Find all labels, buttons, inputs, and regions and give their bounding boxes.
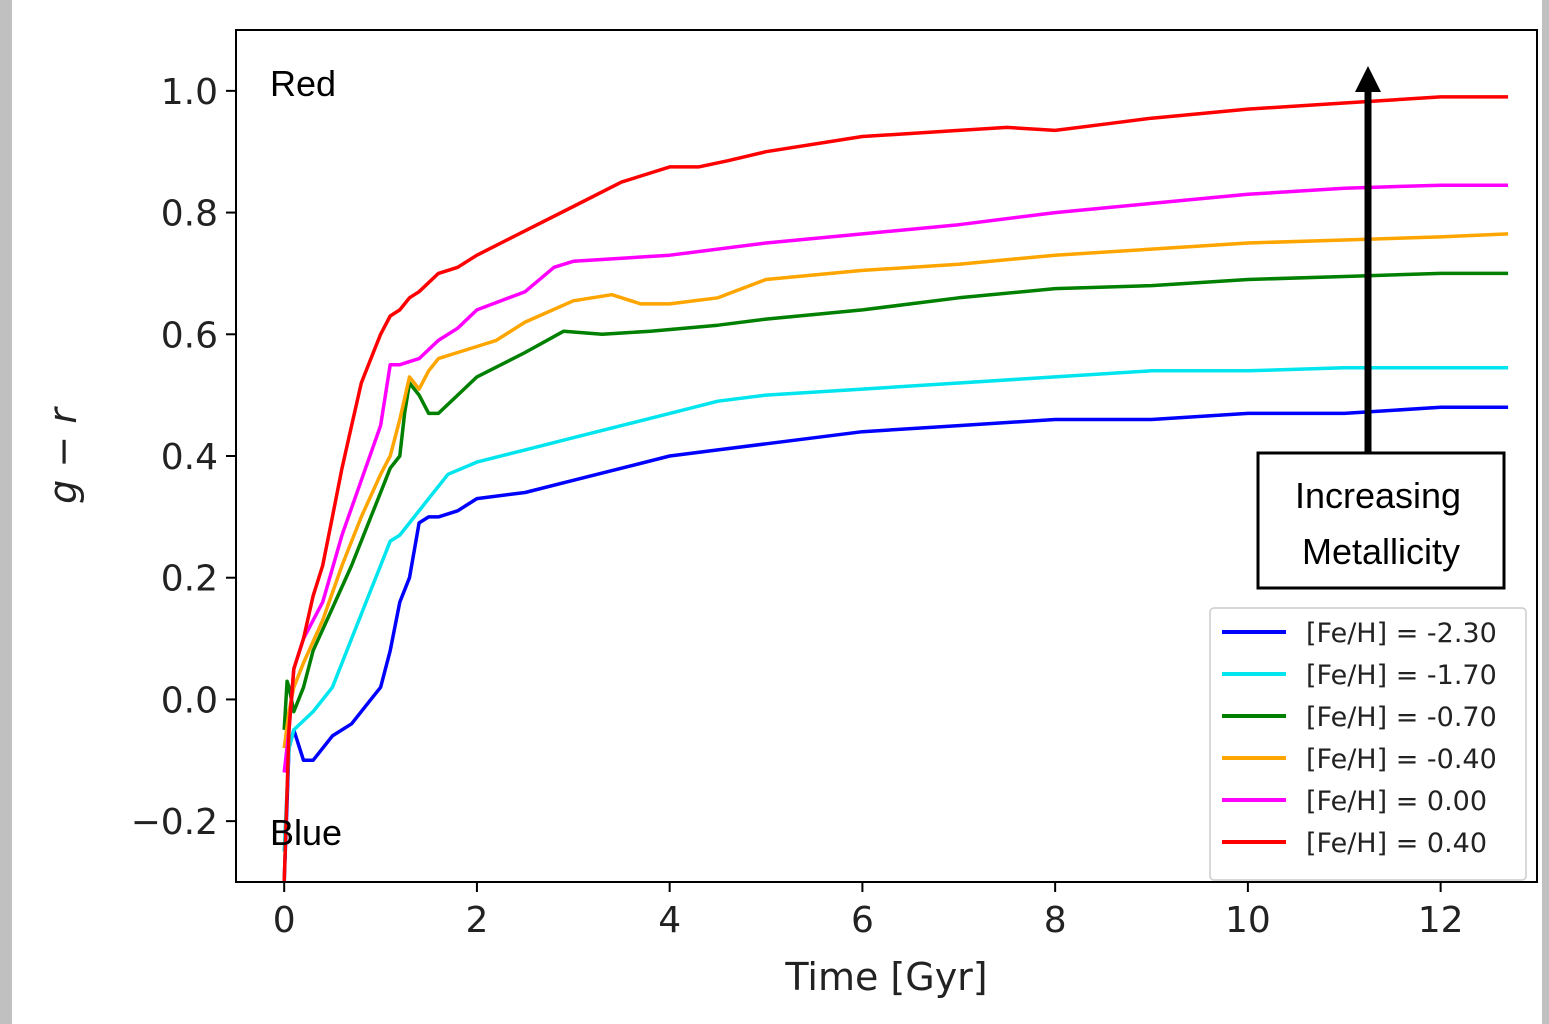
legend-label: [Fe/H] = -0.70 — [1306, 702, 1497, 733]
annotation-blue: Blue — [270, 812, 342, 853]
series-line-4 — [282, 183, 1509, 773]
y-tick-label: 0.4 — [161, 437, 218, 478]
annotation-increasing: Increasing — [1295, 475, 1461, 516]
x-tick-label: 0 — [273, 900, 296, 941]
x-tick-label: 12 — [1418, 900, 1464, 941]
legend-label: [Fe/H] = -0.40 — [1306, 744, 1497, 775]
y-tick-label: 0.2 — [161, 559, 218, 600]
y-tick-label: 0.6 — [161, 315, 218, 356]
y-axis: −0.2 0.0 0.2 0.4 0.6 0.8 1.0 — [131, 72, 236, 843]
annotation-box — [1256, 451, 1506, 590]
legend-box — [1209, 607, 1527, 881]
series-line-1 — [282, 366, 1509, 852]
arrow-head — [1355, 66, 1381, 92]
annotation-metallicity: Metallicity — [1302, 531, 1460, 572]
series-line-3 — [282, 232, 1509, 749]
y-tick-label: 0.0 — [161, 680, 218, 721]
y-tick-label: 1.0 — [161, 72, 218, 113]
y-axis-label: g − r — [41, 406, 85, 504]
legend-label: [Fe/H] = 0.00 — [1306, 786, 1487, 817]
legend: [Fe/H] = -2.30 [Fe/H] = -1.70 [Fe/H] = -0.… — [1209, 607, 1527, 881]
series-line-2 — [282, 271, 1509, 731]
annotation-red: Red — [270, 63, 336, 104]
series-line-5 — [282, 95, 1509, 882]
x-tick-label: 2 — [465, 900, 488, 941]
metallicity-arrow: Increasing Metallicity — [1256, 66, 1506, 590]
legend-label: [Fe/H] = -2.30 — [1306, 618, 1497, 649]
x-tick-label: 10 — [1225, 900, 1271, 941]
x-tick-label: 8 — [1044, 900, 1067, 941]
x-axis-label: Time [Gyr] — [784, 955, 987, 999]
y-tick-label: 0.8 — [161, 194, 218, 235]
x-axis: 0 2 4 6 8 10 12 — [273, 882, 1464, 941]
series-line-0 — [282, 405, 1509, 882]
legend-label: [Fe/H] = 0.40 — [1306, 828, 1487, 859]
x-tick-label: 6 — [851, 900, 874, 941]
legend-label: [Fe/H] = -1.70 — [1306, 660, 1497, 691]
y-tick-label: −0.2 — [131, 802, 218, 843]
x-tick-label: 4 — [658, 900, 681, 941]
series-layer — [282, 95, 1509, 882]
